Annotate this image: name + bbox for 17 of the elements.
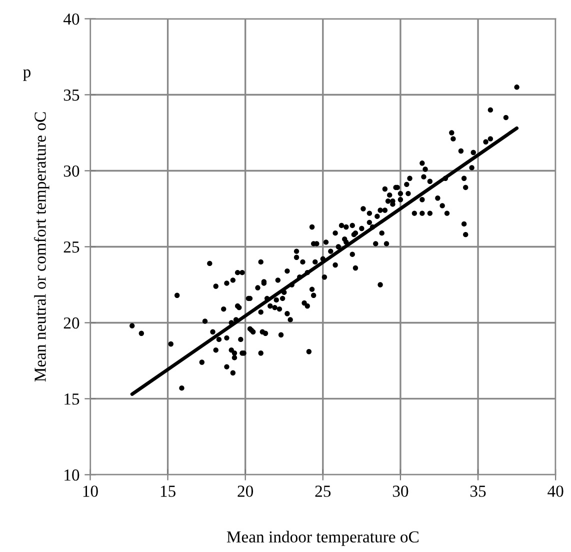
x-tick-label: 30	[392, 486, 408, 497]
y-tick-label: 40	[63, 13, 80, 25]
x-tick-label: 20	[238, 486, 254, 497]
x-tick-label: 35	[470, 486, 486, 497]
y-tick-label: 35	[64, 90, 80, 101]
y-tick-label: 10	[64, 469, 80, 481]
x-tick-label: 25	[315, 486, 331, 497]
text: p	[23, 69, 31, 81]
x-tick-label: 10	[83, 486, 98, 497]
x-tick-label: 15	[160, 486, 176, 497]
y-tick-label: 20	[64, 317, 80, 329]
x-axis-title: Mean indoor temperature oC	[226, 530, 418, 546]
y-tick-label: 30	[64, 165, 80, 177]
y-tick-label: 15	[64, 394, 80, 405]
y-axis-title: Mean neutral or comfort temperature oC	[34, 112, 50, 382]
y-tick-label: 25	[64, 241, 80, 253]
x-tick-label: 40	[548, 486, 564, 497]
